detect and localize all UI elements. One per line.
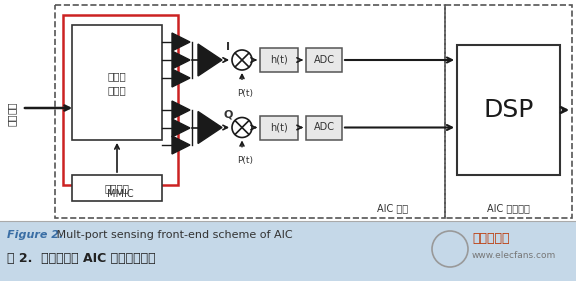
Bar bbox=[260, 48, 298, 72]
Polygon shape bbox=[172, 51, 190, 69]
Text: h(t): h(t) bbox=[270, 123, 288, 133]
Bar bbox=[260, 115, 298, 139]
Bar bbox=[457, 45, 560, 175]
Bar bbox=[306, 115, 342, 139]
Text: AIC 信息解调: AIC 信息解调 bbox=[487, 203, 530, 213]
Text: I: I bbox=[226, 42, 230, 52]
Polygon shape bbox=[198, 112, 222, 144]
Bar bbox=[63, 15, 178, 185]
Bar bbox=[55, 5, 445, 218]
Polygon shape bbox=[172, 119, 190, 137]
Text: ADC: ADC bbox=[313, 55, 335, 65]
Text: 射频: 射频 bbox=[7, 102, 17, 114]
Bar bbox=[306, 48, 342, 72]
Text: www.elecfans.com: www.elecfans.com bbox=[472, 250, 556, 259]
Bar bbox=[72, 25, 162, 140]
Text: Mult-port sensing front-end scheme of AIC: Mult-port sensing front-end scheme of AI… bbox=[53, 230, 293, 240]
Polygon shape bbox=[198, 44, 222, 76]
Polygon shape bbox=[172, 136, 190, 154]
Text: P(t): P(t) bbox=[237, 89, 253, 98]
Bar bbox=[72, 175, 162, 201]
Text: ADC: ADC bbox=[313, 123, 335, 133]
Text: Q: Q bbox=[223, 110, 233, 119]
Text: h(t): h(t) bbox=[270, 55, 288, 65]
Polygon shape bbox=[172, 101, 190, 119]
Text: 参考载波: 参考载波 bbox=[104, 183, 130, 193]
Text: P(t): P(t) bbox=[237, 157, 253, 166]
Bar bbox=[0, 221, 576, 281]
Bar bbox=[445, 5, 572, 218]
Polygon shape bbox=[172, 69, 190, 87]
Text: AIC 前端: AIC 前端 bbox=[377, 203, 408, 213]
Text: DSP: DSP bbox=[483, 98, 534, 122]
Text: 图 2.  多端口传感 AIC 前端结构框图: 图 2. 多端口传感 AIC 前端结构框图 bbox=[7, 253, 156, 266]
Text: 电子发烧友: 电子发烧友 bbox=[472, 232, 510, 246]
Text: MMIC: MMIC bbox=[107, 189, 134, 199]
Polygon shape bbox=[172, 33, 190, 51]
Text: 结前端: 结前端 bbox=[108, 85, 126, 96]
Text: Figure 2.: Figure 2. bbox=[7, 230, 63, 240]
Text: 六端口: 六端口 bbox=[108, 71, 126, 81]
Text: 输入: 输入 bbox=[7, 114, 17, 126]
